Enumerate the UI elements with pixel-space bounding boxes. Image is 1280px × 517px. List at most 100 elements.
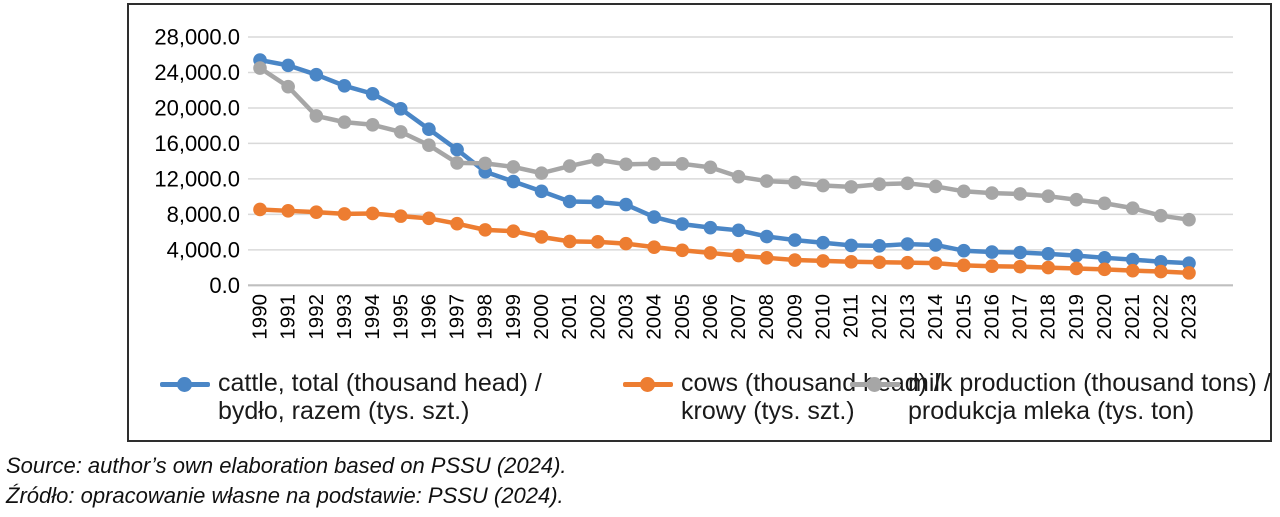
cows-series-point (281, 204, 295, 218)
cows-series-marker-icon (623, 377, 673, 392)
milk-series-point (281, 79, 295, 94)
milk-series-point (703, 160, 718, 175)
milk-series-point (844, 180, 858, 194)
cattle-series-point (619, 197, 633, 212)
cattle-series-point (816, 235, 830, 250)
milk-series-point (675, 157, 690, 171)
x-tick-label: 1996 (417, 294, 440, 340)
cattle-series-point (562, 194, 577, 209)
cows-series-point (591, 235, 605, 249)
cows-series-point (253, 202, 267, 217)
source-line-en: Source: author’s own elaboration based o… (6, 453, 567, 478)
x-tick-label: 1998 (474, 294, 497, 340)
x-tick-label: 2003 (614, 294, 637, 340)
x-tick-label: 2021 (1121, 294, 1144, 340)
milk-series-point (422, 138, 436, 152)
milk-series-point (534, 166, 549, 180)
x-tick-label: 2007 (727, 294, 750, 340)
cattle-series-point (731, 223, 746, 238)
x-tick-label: 2015 (952, 294, 975, 340)
x-tick-label: 1992 (305, 294, 328, 340)
cows-series-point (506, 224, 521, 239)
milk-series-marker-icon (850, 377, 900, 392)
cattle-series-point (422, 122, 436, 137)
cows-series-point (1097, 262, 1112, 277)
x-tick-label: 1993 (333, 294, 356, 340)
cows-series-point (731, 248, 746, 263)
cattle-series-point (703, 220, 718, 235)
cows-series-point (759, 251, 774, 265)
cattle-series-point (844, 238, 858, 253)
milk-series-point (928, 179, 943, 194)
source-line-pl: Źródło: opracowanie własne na podstawie:… (6, 483, 564, 508)
source-note: Source: author’s own elaboration based o… (6, 451, 567, 511)
cows-series-point (703, 246, 718, 260)
cows-series-point (619, 236, 633, 251)
cattle-series-line (257, 57, 1192, 266)
x-tick-label: 2006 (699, 294, 722, 340)
milk-series-point (619, 157, 633, 172)
cattle-series-point (956, 243, 971, 258)
cows-series-point (816, 254, 830, 268)
x-tick-label: 1991 (277, 294, 300, 340)
cattle-series-point (900, 237, 915, 251)
x-tick-label: 2023 (1178, 294, 1201, 340)
cows-series-point (956, 258, 971, 273)
milk-series-point (393, 125, 408, 139)
milk-series-point (872, 177, 887, 192)
cattle-series-point (534, 184, 549, 199)
x-tick-label: 2000 (530, 294, 553, 340)
milk-series-point (1013, 187, 1027, 201)
y-tick-label: 16,000.0 (154, 131, 240, 156)
cows-series-point (1041, 260, 1056, 275)
cows-series-point (562, 234, 577, 249)
cattle-series-point (1069, 248, 1084, 263)
milk-series-point (1182, 212, 1196, 227)
cows-series-point (900, 255, 915, 270)
x-tick-label: 2012 (868, 294, 891, 340)
legend-item-milk: milk production (thousand tons) / produk… (850, 369, 1271, 425)
x-tick-label: 2014 (924, 294, 947, 340)
cattle-series-point (450, 142, 464, 157)
milk-series-point (309, 109, 324, 123)
y-tick-label: 4,000.0 (167, 237, 240, 262)
x-tick-label: 2001 (558, 294, 581, 340)
cows-series-point (985, 259, 999, 274)
cows-series-point (675, 243, 690, 258)
x-tick-label: 1995 (389, 294, 412, 340)
cows-series-point (1125, 263, 1140, 278)
legend-label-milk: milk production (thousand tons) / produk… (908, 369, 1271, 425)
milk-series-point (1041, 189, 1056, 203)
cattle-series-point (1154, 255, 1168, 269)
cows-series-point (478, 223, 493, 237)
cows-series-point (1154, 264, 1168, 279)
cattle-series-point (281, 58, 295, 73)
cows-series-point (365, 206, 380, 221)
x-tick-label: 2010 (812, 294, 835, 340)
x-tick-label: 2009 (783, 294, 806, 340)
milk-series-line (257, 65, 1192, 222)
x-tick-label: 2008 (755, 294, 778, 340)
line-chart-plot: 0.0 4,000.0 8,000.0 12,000.0 16,000.0 20,000.… (154, 25, 1233, 340)
cows-series-point (393, 209, 408, 223)
milk-series-point (478, 156, 493, 171)
y-tick-label: 12,000.0 (154, 166, 240, 191)
cows-series-point (844, 255, 858, 269)
x-tick-label: 2013 (896, 294, 919, 340)
cattle-series-point (759, 229, 774, 244)
legend-label-cattle: cattle, total (thousand head) / bydło, r… (218, 369, 542, 425)
cows-series-point (534, 230, 549, 244)
cows-series-point (872, 255, 887, 270)
milk-series-point (506, 160, 521, 174)
x-tick-label: 2011 (840, 294, 863, 338)
milk-series-point (956, 184, 971, 199)
x-tick-label: 2016 (980, 294, 1003, 340)
x-tick-label: 1990 (249, 294, 272, 340)
milk-series-point (1154, 208, 1168, 223)
x-tick-label: 2019 (1065, 294, 1088, 340)
milk-series-point (253, 61, 267, 75)
milk-series-point (1125, 201, 1140, 215)
x-tick-label: 1999 (502, 294, 525, 340)
milk-series-point (562, 159, 577, 173)
x-tick-label: 1994 (361, 294, 384, 340)
